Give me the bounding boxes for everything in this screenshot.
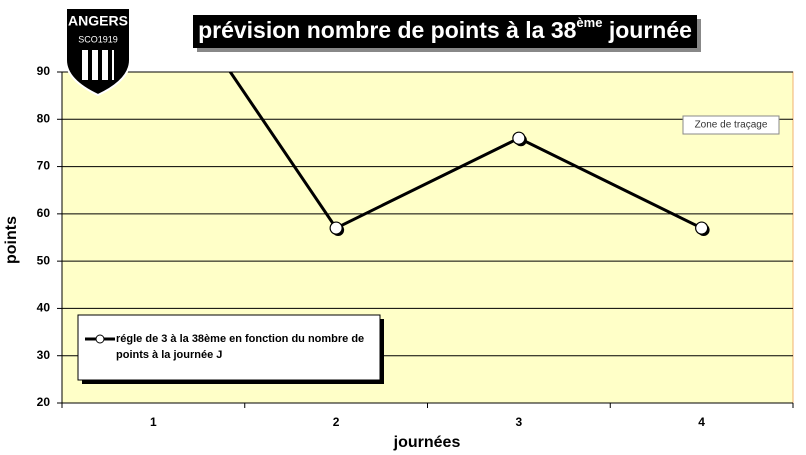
y-tick-label: 70: [37, 159, 51, 173]
marker: [695, 221, 709, 235]
legend: [77, 314, 381, 381]
marker: [512, 131, 526, 145]
x-tick-label: 4: [698, 415, 705, 429]
y-tick-label: 40: [37, 301, 51, 315]
y-tick-label: 90: [37, 64, 51, 78]
legend-text-box: régle de 3 à la 38ème en fonction du nom…: [116, 333, 365, 361]
title-box: [193, 15, 697, 48]
y-axis-label: points: [3, 216, 20, 264]
legend-swatch: [95, 334, 105, 344]
logo: ANGERS SCO1919: [65, 7, 131, 97]
x-tick-label: 2: [333, 415, 340, 429]
y-tick-label: 20: [37, 395, 51, 409]
y-tick-label: 30: [37, 348, 51, 362]
logo-text: ANGERS: [68, 13, 128, 29]
x-tick-label: 1: [150, 415, 157, 429]
marker: [329, 221, 343, 235]
series-line: [228, 72, 703, 230]
chart-title: prévision nombre de points à la 38ème jo…: [198, 15, 692, 43]
legend-label: régle de 3 à la 38ème en fonction du nom…: [116, 333, 365, 361]
y-tick-label: 80: [37, 111, 51, 125]
y-tick-label: 60: [37, 206, 51, 220]
logo-text: SCO1919: [78, 34, 118, 44]
y-tick-label: 50: [37, 253, 51, 267]
tooltip-box: [682, 115, 780, 135]
tooltip: Zone de traçage: [695, 120, 768, 131]
x-tick-label: 3: [516, 415, 523, 429]
x-axis-label: journées: [393, 434, 461, 451]
